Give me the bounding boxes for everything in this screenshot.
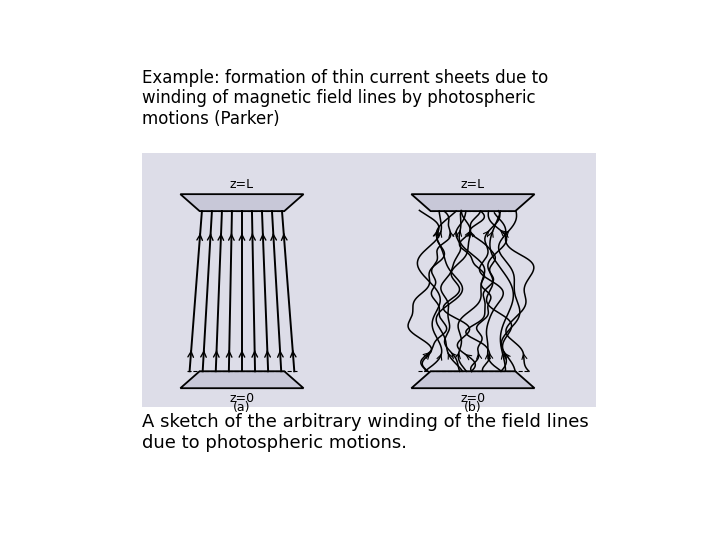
Text: Example: formation of thin current sheets due to
winding of magnetic field lines: Example: formation of thin current sheet… [142,69,548,128]
Text: z=L: z=L [230,178,254,191]
Polygon shape [411,372,534,388]
Polygon shape [180,372,304,388]
Text: (b): (b) [464,401,482,414]
Text: A sketch of the arbitrary winding of the field lines
due to photospheric motions: A sketch of the arbitrary winding of the… [142,413,589,451]
Text: z=L: z=L [461,178,485,191]
FancyBboxPatch shape [142,153,596,408]
Polygon shape [411,194,534,211]
Text: (a): (a) [233,401,251,414]
Text: z=0: z=0 [230,392,254,405]
Polygon shape [180,194,304,211]
Text: z=0: z=0 [460,392,485,405]
